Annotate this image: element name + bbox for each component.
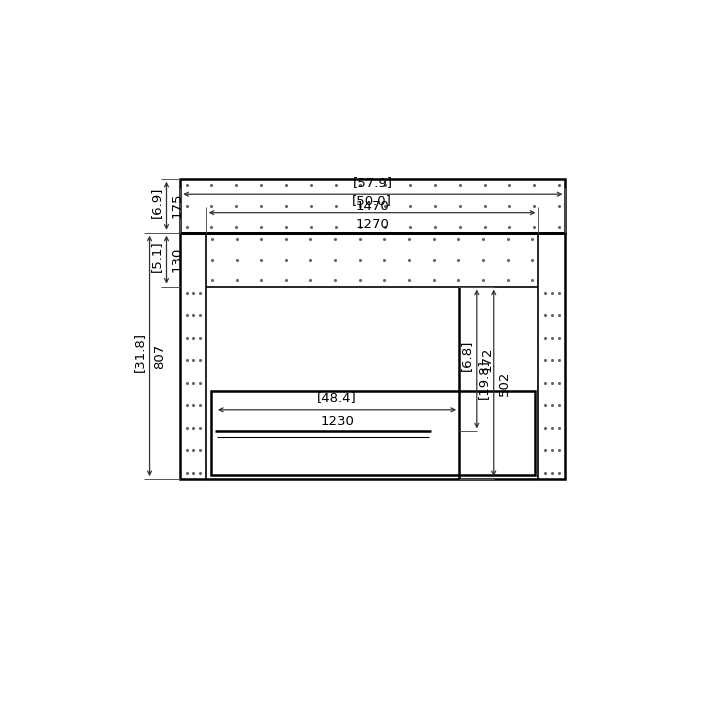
Text: [48.4]: [48.4] — [318, 392, 357, 405]
Text: 172: 172 — [481, 346, 494, 372]
Bar — [180, 233, 565, 479]
Text: [31.8]: [31.8] — [132, 332, 145, 372]
Text: 1470: 1470 — [356, 199, 390, 212]
Text: [6.9]: [6.9] — [150, 186, 163, 217]
Text: [5.1]: [5.1] — [150, 240, 163, 271]
Text: 1230: 1230 — [320, 415, 354, 428]
Text: 502: 502 — [498, 370, 510, 395]
Bar — [211, 390, 534, 475]
Text: 807: 807 — [153, 343, 166, 369]
Bar — [180, 179, 565, 233]
Text: [50.0]: [50.0] — [352, 194, 392, 207]
Text: [19.8]: [19.8] — [477, 359, 490, 399]
Text: 130: 130 — [171, 247, 184, 272]
Text: [6.8]: [6.8] — [460, 339, 473, 371]
Text: 175: 175 — [171, 193, 184, 218]
Text: [57.9]: [57.9] — [353, 176, 393, 189]
Text: 1270: 1270 — [355, 218, 389, 231]
